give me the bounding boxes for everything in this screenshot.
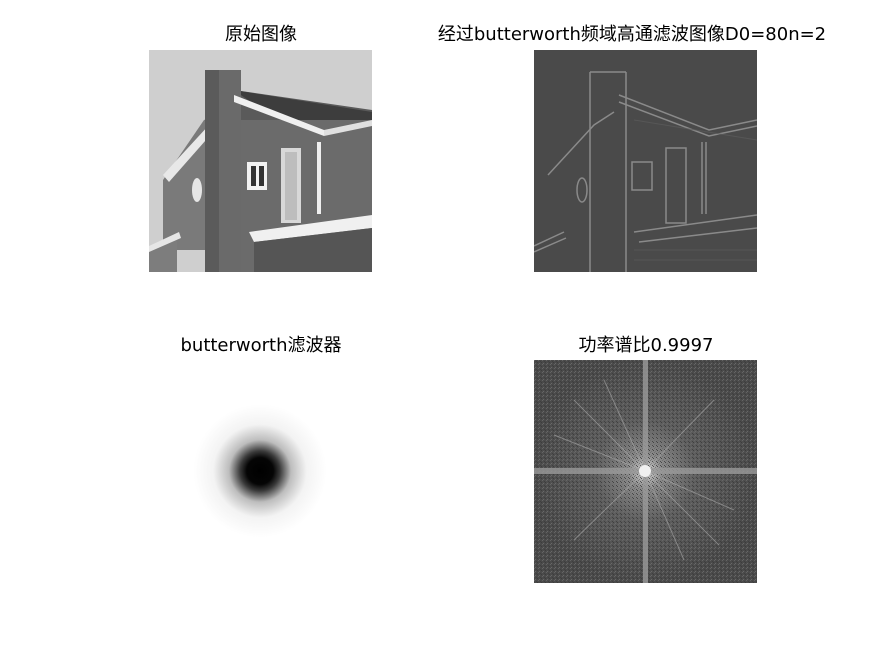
title-butterworth-filter: butterworth滤波器	[180, 335, 341, 357]
butterworth-filter-image	[149, 360, 372, 583]
original-house-image	[149, 50, 372, 272]
title-power-spectrum: 功率谱比0.9997	[579, 335, 714, 357]
highpass-filtered-image	[534, 50, 757, 272]
title-filtered-image: 经过butterworth频域高通滤波图像D0=80n=2	[438, 24, 826, 46]
title-original-image: 原始图像	[225, 24, 297, 46]
power-spectrum-image	[534, 360, 757, 583]
